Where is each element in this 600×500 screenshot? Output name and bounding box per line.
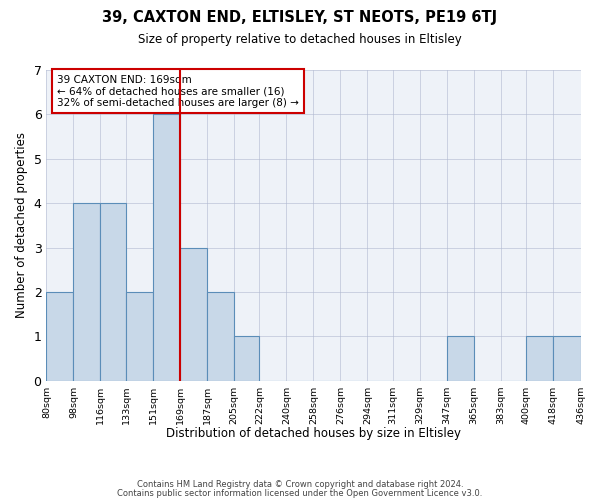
Bar xyxy=(126,292,153,381)
Text: Size of property relative to detached houses in Eltisley: Size of property relative to detached ho… xyxy=(138,32,462,46)
Bar xyxy=(234,336,259,381)
Text: 39, CAXTON END, ELTISLEY, ST NEOTS, PE19 6TJ: 39, CAXTON END, ELTISLEY, ST NEOTS, PE19… xyxy=(103,10,497,25)
Bar xyxy=(100,203,126,381)
Bar xyxy=(207,292,234,381)
Bar xyxy=(73,203,100,381)
X-axis label: Distribution of detached houses by size in Eltisley: Distribution of detached houses by size … xyxy=(166,427,461,440)
Bar xyxy=(553,336,581,381)
Text: 39 CAXTON END: 169sqm
← 64% of detached houses are smaller (16)
32% of semi-deta: 39 CAXTON END: 169sqm ← 64% of detached … xyxy=(57,74,299,108)
Bar xyxy=(447,336,474,381)
Bar xyxy=(153,114,180,381)
Text: Contains public sector information licensed under the Open Government Licence v3: Contains public sector information licen… xyxy=(118,490,482,498)
Bar xyxy=(180,248,207,381)
Y-axis label: Number of detached properties: Number of detached properties xyxy=(15,132,28,318)
Text: Contains HM Land Registry data © Crown copyright and database right 2024.: Contains HM Land Registry data © Crown c… xyxy=(137,480,463,489)
Bar xyxy=(526,336,553,381)
Bar xyxy=(46,292,73,381)
